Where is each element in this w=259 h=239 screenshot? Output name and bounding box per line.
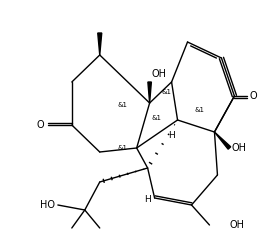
Text: OH: OH: [229, 220, 244, 230]
Text: &1: &1: [162, 89, 172, 95]
Polygon shape: [214, 132, 231, 149]
Polygon shape: [148, 82, 151, 103]
Text: &1: &1: [118, 102, 128, 108]
Text: OH: OH: [152, 69, 167, 79]
Text: HO: HO: [40, 200, 55, 210]
Text: &1: &1: [195, 107, 205, 113]
Text: &1: &1: [152, 115, 162, 121]
Text: O: O: [249, 91, 257, 101]
Text: &1: &1: [118, 145, 128, 151]
Text: H: H: [168, 130, 175, 140]
Text: OH: OH: [232, 143, 246, 153]
Text: H: H: [144, 196, 151, 205]
Text: O: O: [36, 120, 44, 130]
Polygon shape: [98, 33, 102, 55]
